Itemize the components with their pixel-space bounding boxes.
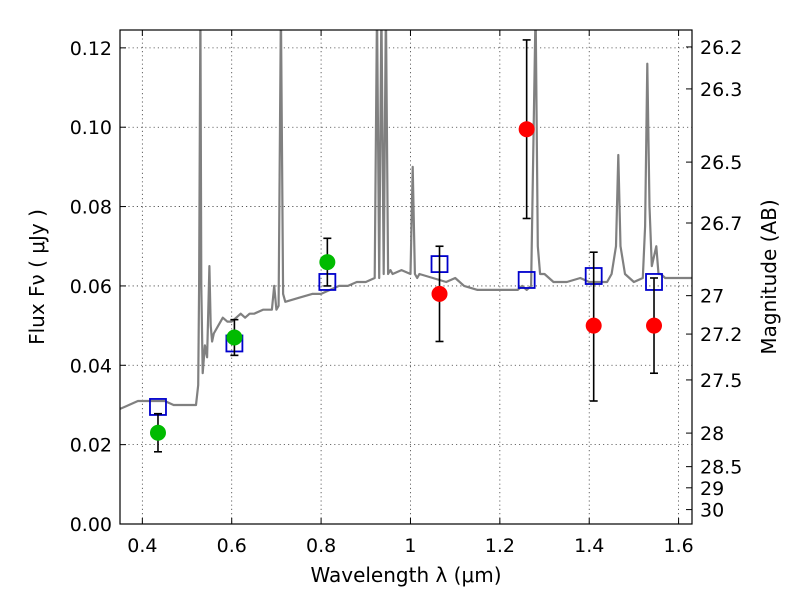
mag-tick-label: 26.5 [700, 152, 742, 174]
tick-layer: 0.4 0.6 0.8 1 1.2 1.4 1.6 0.00 0.02 0.04 0.06 0.08 0… [70, 30, 742, 557]
y-tick-label: 0.10 [70, 117, 112, 139]
mag-tick-label: 27.2 [700, 324, 742, 346]
x-tick-label: 1.6 [663, 535, 693, 557]
mag-tick-label: 29 [700, 478, 724, 500]
x-tick-label: 0.8 [306, 535, 336, 557]
mag-tick-label: 26.2 [700, 37, 742, 59]
marker-layer [149, 39, 663, 453]
spectrum-line [120, 30, 692, 410]
y-tick-label: 0.04 [70, 355, 112, 377]
model-square-point [517, 271, 536, 289]
grid-layer [120, 30, 692, 525]
observed-data-point [431, 285, 448, 302]
y-tick-label: 0.08 [70, 197, 112, 219]
y-axis-label: Flux Fν ( μJy ) [25, 209, 49, 345]
x-tick-label: 1.2 [485, 535, 515, 557]
mag-tick-label: 28 [700, 423, 724, 445]
y-tick-label: 0.12 [70, 38, 112, 60]
observed-data-point [646, 317, 663, 334]
observed-data-point [226, 329, 243, 346]
plot-frame [119, 29, 693, 525]
x-tick-label: 1.4 [574, 535, 604, 557]
x-tick-label: 0.6 [217, 535, 247, 557]
observed-data-point [518, 121, 535, 138]
observed-data-point [149, 424, 166, 441]
mag-tick-label: 28.5 [700, 457, 742, 479]
x-tick-label: 1 [404, 535, 416, 557]
mag-tick-label: 26.7 [700, 213, 742, 235]
y-tick-label: 0.06 [70, 276, 112, 298]
y-tick-label: 0.02 [70, 435, 112, 457]
x-tick-label: 0.4 [127, 535, 157, 557]
mag-tick-label: 30 [700, 500, 724, 522]
y-tick-label: 0.00 [70, 514, 112, 536]
spectrum-layer [120, 30, 692, 410]
mag-tick-label: 27.5 [700, 370, 742, 392]
observed-data-point [585, 317, 602, 334]
mag-tick-label: 27 [700, 286, 724, 308]
y-axis-right-label: Magnitude (AB) [757, 199, 781, 354]
mag-tick-label: 26.3 [700, 79, 742, 101]
observed-data-point [319, 254, 336, 271]
x-axis-label: Wavelength λ (μm) [310, 563, 501, 587]
